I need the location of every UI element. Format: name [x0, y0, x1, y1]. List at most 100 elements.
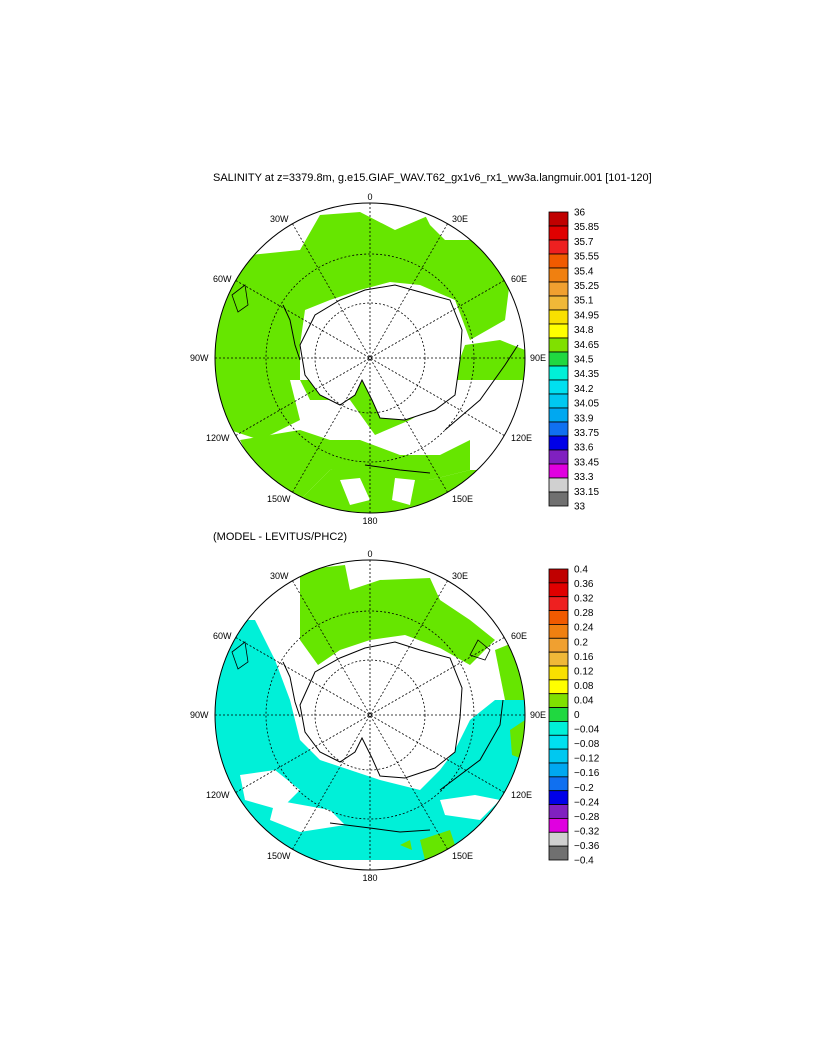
- map1-label-120e: 120E: [511, 433, 532, 443]
- cb2-tick-label: −0.2: [574, 783, 594, 794]
- cb2-tick-label: 0.32: [574, 594, 594, 605]
- cb2-tick-label: −0.12: [574, 754, 600, 765]
- cb1-swatch: [548, 323, 569, 339]
- cb1-swatch: [548, 309, 569, 325]
- cb1-swatch: [548, 379, 569, 395]
- cb1-tick-label: 34.5: [574, 355, 594, 366]
- cb1-tick-label: 35.1: [574, 296, 594, 307]
- cb2-swatch: [548, 721, 569, 736]
- cb1-swatch: [548, 463, 569, 479]
- cb1-tick-label: 35.85: [574, 222, 599, 233]
- map2-label-30e: 30E: [452, 571, 468, 581]
- cb2-tick-label: 0.28: [574, 608, 594, 619]
- cb2-tick-label: 0.2: [574, 637, 588, 648]
- cb1-swatch: [548, 211, 569, 227]
- cb2-swatch: [548, 831, 569, 847]
- map1-label-150w: 150W: [267, 494, 291, 504]
- cb2-swatch: [548, 610, 569, 625]
- map2-label-60e: 60E: [511, 631, 527, 641]
- cb1-tick-label: 33.9: [574, 413, 594, 424]
- cb1-tick-label: 36: [574, 208, 586, 219]
- cb1-tick-label: 33.6: [574, 443, 594, 454]
- map1-label-180: 180: [362, 516, 377, 526]
- cb1-tick-label: 33.3: [574, 472, 594, 483]
- cb2-tick-label: 0.24: [574, 623, 594, 634]
- cb2-tick-label: 0: [574, 710, 580, 721]
- cb2-tick-label: −0.16: [574, 768, 600, 779]
- cb2-swatch: [548, 776, 569, 792]
- cb1-swatch: [548, 253, 569, 269]
- cb1-tick-label: 35.4: [574, 266, 594, 277]
- difference-field: [215, 565, 525, 860]
- map1-label-60e: 60E: [511, 274, 527, 284]
- cb1-tick-label: 33.15: [574, 487, 599, 498]
- cb2-swatch: [548, 734, 569, 750]
- cb2-swatch: [548, 596, 569, 611]
- difference-colorbar: 0.4 0.36 0.32 0.28 0.24 0.2 0.16 0.12 0.08 0.04 0 −…: [548, 565, 600, 867]
- cb1-swatch: [548, 491, 569, 507]
- cb1-swatch: [548, 407, 569, 423]
- cb1-swatch: [548, 477, 569, 493]
- cb1-tick-label: 34.2: [574, 384, 594, 395]
- map2-label-90e: 90E: [530, 710, 546, 720]
- map2-label-150e: 150E: [452, 851, 473, 861]
- cb1-tick-label: 35.55: [574, 252, 599, 263]
- map1-label-90e: 90E: [530, 353, 546, 363]
- cb2-tick-label: 0.16: [574, 652, 594, 663]
- cb2-tick-label: 0.04: [574, 695, 594, 706]
- cb1-tick-label: 33.75: [574, 428, 599, 439]
- cb2-swatch: [548, 637, 569, 653]
- cb2-tick-label: −0.36: [574, 841, 600, 852]
- cb1-swatch: [548, 225, 569, 241]
- cb2-tick-label: −0.04: [574, 725, 600, 736]
- cb1-tick-label: 35.7: [574, 237, 594, 248]
- plot-title: SALINITY at z=3379.8m, g.e15.GIAF_WAV.T6…: [213, 172, 652, 184]
- cb2-swatch: [548, 818, 569, 833]
- map2-label-150w: 150W: [267, 851, 291, 861]
- cb2-tick-label: −0.4: [574, 856, 594, 867]
- cb1-tick-label: 33.45: [574, 457, 599, 468]
- cb2-swatch: [548, 748, 569, 764]
- cb2-swatch: [548, 693, 569, 708]
- cb1-swatch: [548, 351, 569, 367]
- cb1-swatch: [548, 239, 569, 255]
- cb1-tick-label: 34.95: [574, 310, 599, 321]
- cb1-tick-label: 34.35: [574, 369, 599, 380]
- map1-label-0: 0: [367, 192, 372, 202]
- cb2-tick-label: −0.32: [574, 826, 600, 837]
- salinity-map: 0 180 90W 90E 30W 60W 120W 150W 30E 60E …: [190, 192, 546, 526]
- cb1-swatch: [548, 393, 569, 409]
- cb1-swatch: [548, 435, 569, 451]
- cb1-swatch: [548, 337, 569, 353]
- cb2-tick-label: 0.12: [574, 666, 594, 677]
- map2-label-0: 0: [367, 549, 372, 559]
- cb1-swatch: [548, 295, 569, 311]
- cb2-swatch: [548, 845, 569, 861]
- salinity-colorbar: 36 35.85 35.7 35.55 35.4 35.25 35.1 34.95 34.8 34…: [548, 208, 599, 513]
- cb2-swatch: [548, 568, 569, 584]
- cb2-tick-label: 0.08: [574, 681, 594, 692]
- cb2-swatch: [548, 762, 569, 778]
- map1-label-150e: 150E: [452, 494, 473, 504]
- map1-label-60w: 60W: [213, 274, 232, 284]
- map1-label-120w: 120W: [206, 433, 230, 443]
- cb2-swatch: [548, 679, 569, 695]
- map1-label-30w: 30W: [270, 214, 289, 224]
- cb1-tick-label: 35.25: [574, 281, 599, 292]
- map1-label-30e: 30E: [452, 214, 468, 224]
- cb1-tick-label: 34.8: [574, 325, 594, 336]
- cb1-swatch: [548, 281, 569, 297]
- map2-label-60w: 60W: [213, 631, 232, 641]
- map2-label-90w: 90W: [190, 710, 209, 720]
- cb2-swatch: [548, 624, 569, 639]
- cb2-swatch: [548, 804, 569, 819]
- map2-label-120w: 120W: [206, 790, 230, 800]
- map1-label-90w: 90W: [190, 353, 209, 363]
- cb2-tick-label: 0.36: [574, 579, 594, 590]
- cb2-swatch: [548, 651, 569, 667]
- cb2-swatch: [548, 707, 569, 722]
- cb1-swatch: [548, 267, 569, 283]
- cb1-tick-label: 34.05: [574, 399, 599, 410]
- cb2-tick-label: 0.4: [574, 565, 588, 576]
- map2-label-30w: 30W: [270, 571, 289, 581]
